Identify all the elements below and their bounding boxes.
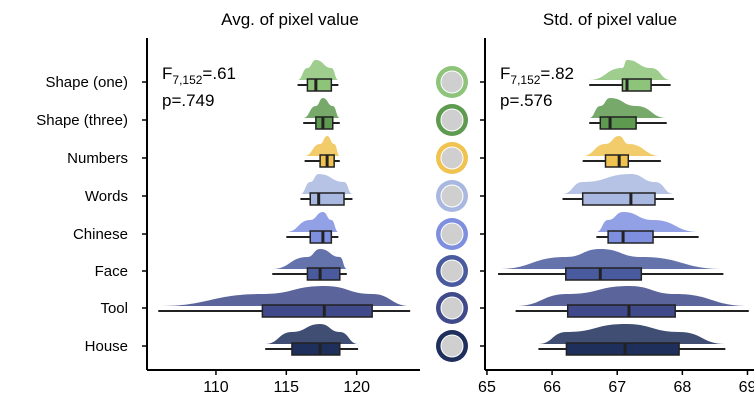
box <box>607 230 654 244</box>
category-label: Tool <box>100 300 128 317</box>
density-cloud <box>297 60 339 80</box>
box <box>581 192 656 206</box>
x-tick-label: 69 <box>739 379 754 396</box>
density-cloud <box>304 136 340 156</box>
category-label: Shape (one) <box>45 74 128 91</box>
f-df: 7,152 <box>172 73 202 87</box>
density-cloud <box>589 60 671 80</box>
category-icon-inner <box>440 222 464 246</box>
chart-title: Std. of pixel value <box>543 10 677 29</box>
density-cloud <box>589 98 667 118</box>
x-tick-label: 67 <box>608 379 626 396</box>
annotation-f: F7,152=.82 <box>500 64 574 87</box>
density-cloud <box>300 174 353 194</box>
box <box>565 342 680 356</box>
f-value: =.82 <box>540 64 574 83</box>
box <box>604 154 630 168</box>
category-label: Chinese <box>73 226 128 243</box>
box <box>261 304 373 318</box>
category-label: House <box>85 338 128 355</box>
category-icon-inner <box>440 296 464 320</box>
x-tick-label: 110 <box>203 379 229 396</box>
category-label: Words <box>85 188 128 205</box>
density-cloud <box>515 286 749 306</box>
annotation-p: p=.749 <box>162 91 214 110</box>
category-icon-inner <box>440 146 464 170</box>
box <box>566 304 676 318</box>
density-cloud <box>158 286 411 306</box>
chart-title: Avg. of pixel value <box>221 10 359 29</box>
x-tick-label: 68 <box>673 379 691 396</box>
f-df: 7,152 <box>510 73 540 87</box>
density-cloud <box>596 212 699 232</box>
box <box>565 267 643 281</box>
box <box>306 267 341 281</box>
x-tick-label: 120 <box>343 379 370 396</box>
annotation-f: F7,152=.61 <box>162 64 236 87</box>
category-label: Numbers <box>67 150 128 167</box>
density-cloud <box>582 136 661 156</box>
category-icon-inner <box>440 108 464 132</box>
density-cloud <box>303 98 340 118</box>
category-icon-inner <box>440 334 464 358</box>
box <box>621 78 652 92</box>
density-cloud <box>562 174 674 194</box>
box <box>309 192 345 206</box>
box <box>306 78 333 92</box>
category-label: Shape (three) <box>36 112 128 129</box>
x-tick-label: 66 <box>543 379 561 396</box>
f-value: =.61 <box>202 64 236 83</box>
category-label: Face <box>95 263 128 280</box>
box <box>291 342 341 356</box>
f-stat: F <box>500 64 510 83</box>
box <box>599 116 637 130</box>
category-icon-inner <box>440 259 464 283</box>
density-cloud <box>538 324 726 344</box>
x-tick-label: 115 <box>274 379 300 396</box>
density-cloud <box>272 249 347 269</box>
density-cloud <box>498 249 724 269</box>
x-tick-label: 65 <box>478 379 496 396</box>
density-cloud <box>265 324 359 344</box>
box <box>309 230 333 244</box>
annotation-p: p=.576 <box>500 91 552 110</box>
category-icon-inner <box>440 70 464 94</box>
density-cloud <box>286 212 339 232</box>
f-stat: F <box>162 64 172 83</box>
category-icon-inner <box>440 184 464 208</box>
